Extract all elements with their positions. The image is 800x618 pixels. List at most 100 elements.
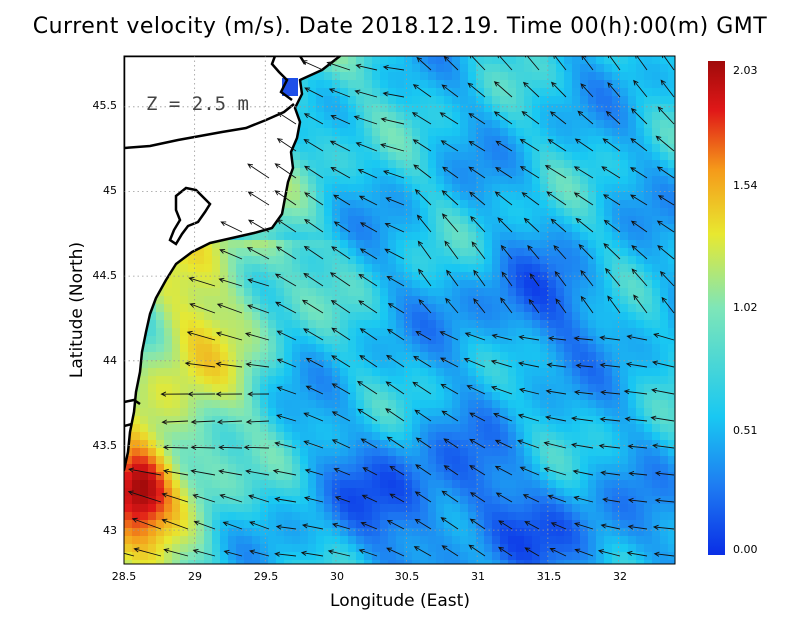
velocity-cell — [412, 88, 421, 97]
velocity-cell — [180, 440, 189, 449]
current-vector-arrow — [543, 467, 567, 476]
velocity-cell — [172, 536, 181, 545]
velocity-cell — [524, 512, 533, 521]
velocity-cell — [556, 288, 565, 297]
velocity-cell — [564, 512, 573, 521]
velocity-cell — [620, 352, 629, 361]
velocity-cell — [628, 400, 637, 409]
velocity-cell — [596, 208, 605, 217]
velocity-cell — [260, 344, 269, 353]
velocity-cell — [300, 112, 309, 121]
velocity-cell — [356, 448, 365, 457]
velocity-cell — [636, 144, 645, 153]
velocity-cell — [508, 128, 517, 137]
velocity-cell — [444, 184, 453, 193]
velocity-cell — [252, 408, 261, 417]
velocity-cell — [428, 512, 437, 521]
velocity-cell — [580, 344, 589, 353]
velocity-cell — [364, 232, 373, 241]
velocity-cell — [132, 488, 141, 497]
velocity-cell — [468, 184, 477, 193]
velocity-cell — [396, 192, 405, 201]
velocity-cell — [476, 232, 485, 241]
velocity-cell — [548, 64, 557, 73]
velocity-cell — [244, 496, 253, 505]
current-vector-arrow — [330, 299, 351, 314]
velocity-cell — [404, 424, 413, 433]
velocity-cell — [620, 264, 629, 273]
velocity-cell — [580, 504, 589, 513]
velocity-cell — [524, 136, 533, 145]
velocity-cell — [620, 344, 629, 353]
velocity-cell — [660, 408, 669, 417]
velocity-cell — [500, 528, 509, 537]
velocity-cell — [324, 520, 333, 529]
velocity-cell — [436, 464, 445, 473]
velocity-cell — [436, 528, 445, 537]
velocity-cell — [516, 560, 525, 564]
velocity-cell — [660, 312, 669, 321]
velocity-cell — [396, 144, 405, 153]
velocity-cell — [612, 288, 621, 297]
velocity-cell — [148, 416, 157, 425]
velocity-cell — [460, 440, 469, 449]
velocity-cell — [612, 264, 621, 273]
velocity-cell — [452, 232, 461, 241]
velocity-cell — [324, 480, 333, 489]
velocity-cell — [484, 296, 493, 305]
velocity-cell — [156, 504, 165, 513]
velocity-cell — [372, 64, 381, 73]
velocity-cell — [612, 56, 621, 65]
velocity-cell — [508, 296, 517, 305]
velocity-cell — [420, 408, 429, 417]
velocity-cell — [516, 464, 525, 473]
x-tick-label: 31.5 — [537, 570, 562, 583]
velocity-cell — [156, 352, 165, 361]
velocity-cell — [452, 312, 461, 321]
velocity-cell — [268, 344, 277, 353]
velocity-cell — [516, 296, 525, 305]
x-tick-label: 28.5 — [112, 570, 137, 583]
velocity-cell — [628, 80, 637, 89]
velocity-cell — [372, 280, 381, 289]
current-vector-arrow — [495, 167, 513, 179]
colorbar-tick: 1.54 — [733, 179, 758, 192]
velocity-cell — [276, 232, 285, 241]
velocity-cell — [572, 544, 581, 553]
current-vector-arrow — [161, 492, 189, 503]
velocity-cell — [644, 120, 653, 129]
velocity-cell — [276, 240, 285, 249]
velocity-cell — [452, 544, 461, 553]
velocity-cell — [620, 256, 629, 265]
velocity-cell — [428, 184, 437, 193]
velocity-cell — [508, 472, 517, 481]
velocity-cell — [556, 448, 565, 457]
current-vector-arrow — [603, 243, 621, 260]
velocity-cell — [380, 408, 389, 417]
velocity-cell — [524, 400, 533, 409]
velocity-cell — [612, 120, 621, 129]
current-vector-arrow — [652, 443, 675, 449]
velocity-cell — [612, 160, 621, 169]
velocity-cell — [428, 240, 437, 249]
velocity-cell — [612, 552, 621, 561]
velocity-cell — [460, 264, 469, 273]
velocity-cell — [532, 328, 541, 337]
velocity-cell — [364, 56, 373, 65]
velocity-cell — [148, 464, 157, 473]
velocity-cell — [404, 288, 413, 297]
velocity-cell — [452, 368, 461, 377]
velocity-cell — [388, 56, 397, 65]
velocity-cell — [612, 64, 621, 73]
velocity-cell — [396, 432, 405, 441]
velocity-cell — [212, 528, 221, 537]
velocity-cell — [444, 416, 453, 425]
velocity-cell — [452, 552, 461, 561]
velocity-cell — [356, 496, 365, 505]
velocity-cell — [540, 288, 549, 297]
velocity-cell — [316, 72, 325, 81]
velocity-cell — [444, 512, 453, 521]
current-vector-arrow — [417, 240, 432, 260]
velocity-cell — [148, 336, 157, 345]
velocity-cell — [220, 320, 229, 329]
